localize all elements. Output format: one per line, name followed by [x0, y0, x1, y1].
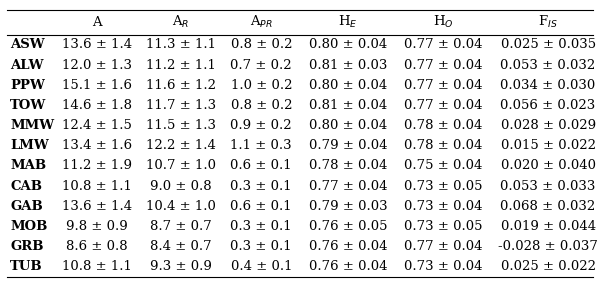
Text: 1.0 ± 0.2: 1.0 ± 0.2: [231, 79, 292, 92]
Text: ASW: ASW: [10, 38, 45, 51]
Text: 0.6 ± 0.1: 0.6 ± 0.1: [231, 159, 292, 172]
Text: A$_{PR}$: A$_{PR}$: [250, 14, 273, 30]
Text: 0.6 ± 0.1: 0.6 ± 0.1: [231, 200, 292, 213]
Text: CAB: CAB: [10, 180, 42, 192]
Text: 0.80 ± 0.04: 0.80 ± 0.04: [309, 119, 387, 132]
Text: 0.78 ± 0.04: 0.78 ± 0.04: [404, 139, 483, 152]
Text: A$_{R}$: A$_{R}$: [172, 14, 189, 30]
Text: 0.020 ± 0.040: 0.020 ± 0.040: [501, 159, 595, 172]
Text: MMW: MMW: [10, 119, 54, 132]
Text: 0.025 ± 0.035: 0.025 ± 0.035: [501, 38, 595, 51]
Text: 0.78 ± 0.04: 0.78 ± 0.04: [309, 159, 387, 172]
Text: MOB: MOB: [10, 220, 48, 233]
Text: 9.8 ± 0.9: 9.8 ± 0.9: [66, 220, 128, 233]
Text: 10.8 ± 1.1: 10.8 ± 1.1: [62, 180, 132, 192]
Text: 0.3 ± 0.1: 0.3 ± 0.1: [231, 240, 292, 253]
Text: 15.1 ± 1.6: 15.1 ± 1.6: [62, 79, 132, 92]
Text: H$_{E}$: H$_{E}$: [338, 14, 357, 30]
Text: A: A: [92, 16, 102, 29]
Text: 0.73 ± 0.05: 0.73 ± 0.05: [404, 180, 483, 192]
Text: 0.7 ± 0.2: 0.7 ± 0.2: [231, 58, 292, 72]
Text: TUB: TUB: [10, 260, 43, 273]
Text: 12.4 ± 1.5: 12.4 ± 1.5: [62, 119, 132, 132]
Text: 9.3 ± 0.9: 9.3 ± 0.9: [149, 260, 212, 273]
Text: 0.015 ± 0.022: 0.015 ± 0.022: [501, 139, 595, 152]
Text: 10.8 ± 1.1: 10.8 ± 1.1: [62, 260, 132, 273]
Text: 8.7 ± 0.7: 8.7 ± 0.7: [149, 220, 212, 233]
Text: 9.0 ± 0.8: 9.0 ± 0.8: [150, 180, 212, 192]
Text: 0.053 ± 0.033: 0.053 ± 0.033: [500, 180, 596, 192]
Text: 0.77 ± 0.04: 0.77 ± 0.04: [404, 38, 483, 51]
Text: 0.77 ± 0.04: 0.77 ± 0.04: [404, 79, 483, 92]
Text: 11.5 ± 1.3: 11.5 ± 1.3: [146, 119, 215, 132]
Text: TOW: TOW: [10, 99, 46, 112]
Text: H$_{O}$: H$_{O}$: [433, 14, 454, 30]
Text: 0.034 ± 0.030: 0.034 ± 0.030: [500, 79, 596, 92]
Text: 13.6 ± 1.4: 13.6 ± 1.4: [62, 38, 132, 51]
Text: 11.3 ± 1.1: 11.3 ± 1.1: [146, 38, 215, 51]
Text: 0.019 ± 0.044: 0.019 ± 0.044: [501, 220, 595, 233]
Text: 0.77 ± 0.04: 0.77 ± 0.04: [404, 58, 483, 72]
Text: 0.76 ± 0.05: 0.76 ± 0.05: [309, 220, 387, 233]
Text: 0.028 ± 0.029: 0.028 ± 0.029: [501, 119, 595, 132]
Text: 10.4 ± 1.0: 10.4 ± 1.0: [146, 200, 215, 213]
Text: 0.81 ± 0.04: 0.81 ± 0.04: [309, 99, 387, 112]
Text: MAB: MAB: [10, 159, 46, 172]
Text: 1.1 ± 0.3: 1.1 ± 0.3: [231, 139, 292, 152]
Text: 8.6 ± 0.8: 8.6 ± 0.8: [66, 240, 128, 253]
Text: GAB: GAB: [10, 200, 43, 213]
Text: 11.2 ± 1.9: 11.2 ± 1.9: [62, 159, 132, 172]
Text: 0.80 ± 0.04: 0.80 ± 0.04: [309, 38, 387, 51]
Text: 0.81 ± 0.03: 0.81 ± 0.03: [309, 58, 387, 72]
Text: 0.77 ± 0.04: 0.77 ± 0.04: [309, 180, 387, 192]
Text: 0.053 ± 0.032: 0.053 ± 0.032: [500, 58, 596, 72]
Text: 0.73 ± 0.04: 0.73 ± 0.04: [404, 260, 483, 273]
Text: ALW: ALW: [10, 58, 44, 72]
Text: 8.4 ± 0.7: 8.4 ± 0.7: [150, 240, 212, 253]
Text: 0.77 ± 0.04: 0.77 ± 0.04: [404, 240, 483, 253]
Text: 0.78 ± 0.04: 0.78 ± 0.04: [404, 119, 483, 132]
Text: 0.76 ± 0.04: 0.76 ± 0.04: [309, 240, 387, 253]
Text: 0.8 ± 0.2: 0.8 ± 0.2: [231, 99, 292, 112]
Text: 11.6 ± 1.2: 11.6 ± 1.2: [146, 79, 215, 92]
Text: PPW: PPW: [10, 79, 45, 92]
Text: 0.79 ± 0.03: 0.79 ± 0.03: [309, 200, 387, 213]
Text: 0.73 ± 0.04: 0.73 ± 0.04: [404, 200, 483, 213]
Text: F$_{IS}$: F$_{IS}$: [538, 14, 558, 30]
Text: LMW: LMW: [10, 139, 49, 152]
Text: 0.80 ± 0.04: 0.80 ± 0.04: [309, 79, 387, 92]
Text: GRB: GRB: [10, 240, 44, 253]
Text: 13.4 ± 1.6: 13.4 ± 1.6: [62, 139, 132, 152]
Text: 0.025 ± 0.022: 0.025 ± 0.022: [501, 260, 595, 273]
Text: 0.3 ± 0.1: 0.3 ± 0.1: [231, 180, 292, 192]
Text: 0.4 ± 0.1: 0.4 ± 0.1: [231, 260, 292, 273]
Text: 0.9 ± 0.2: 0.9 ± 0.2: [231, 119, 292, 132]
Text: 0.79 ± 0.04: 0.79 ± 0.04: [309, 139, 387, 152]
Text: 0.76 ± 0.04: 0.76 ± 0.04: [309, 260, 387, 273]
Text: 0.77 ± 0.04: 0.77 ± 0.04: [404, 99, 483, 112]
Text: -0.028 ± 0.037: -0.028 ± 0.037: [498, 240, 598, 253]
Text: 0.73 ± 0.05: 0.73 ± 0.05: [404, 220, 483, 233]
Text: 0.056 ± 0.023: 0.056 ± 0.023: [500, 99, 596, 112]
Text: 12.2 ± 1.4: 12.2 ± 1.4: [146, 139, 215, 152]
Text: 13.6 ± 1.4: 13.6 ± 1.4: [62, 200, 132, 213]
Text: 0.75 ± 0.04: 0.75 ± 0.04: [404, 159, 483, 172]
Text: 12.0 ± 1.3: 12.0 ± 1.3: [62, 58, 132, 72]
Text: 14.6 ± 1.8: 14.6 ± 1.8: [62, 99, 132, 112]
Text: 0.068 ± 0.032: 0.068 ± 0.032: [500, 200, 596, 213]
Text: 0.3 ± 0.1: 0.3 ± 0.1: [231, 220, 292, 233]
Text: 10.7 ± 1.0: 10.7 ± 1.0: [146, 159, 215, 172]
Text: 0.8 ± 0.2: 0.8 ± 0.2: [231, 38, 292, 51]
Text: 11.7 ± 1.3: 11.7 ± 1.3: [146, 99, 216, 112]
Text: 11.2 ± 1.1: 11.2 ± 1.1: [146, 58, 215, 72]
